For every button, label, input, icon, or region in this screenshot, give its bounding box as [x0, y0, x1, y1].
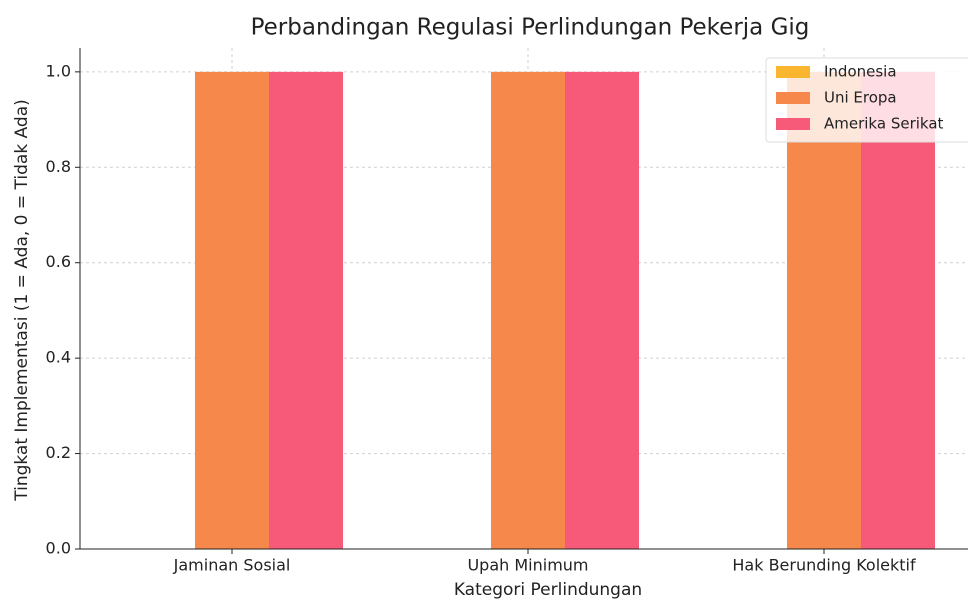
x-tick-label: Jaminan Sosial	[173, 556, 291, 575]
y-tick-label: 0.4	[46, 348, 71, 367]
y-tick-label: 0.8	[46, 157, 71, 176]
y-axis-label: Tingkat Implementasi (1 = Ada, 0 = Tidak…	[12, 99, 32, 502]
x-axis-label: Kategori Perlindungan	[454, 580, 642, 600]
legend-label: Amerika Serikat	[824, 115, 944, 133]
y-tick-label: 1.0	[46, 61, 71, 80]
bar	[787, 71, 861, 549]
legend-label: Indonesia	[824, 63, 897, 81]
legend-swatch	[776, 118, 810, 130]
y-tick-label: 0.6	[46, 252, 71, 271]
legend-box	[765, 57, 968, 143]
bar	[565, 71, 639, 549]
legend-swatch	[776, 92, 810, 104]
bar	[491, 71, 565, 549]
x-tick-label: Hak Berunding Kolektif	[732, 556, 916, 575]
x-tick-label: Upah Minimum	[467, 556, 588, 575]
y-tick-label: 0.2	[46, 443, 71, 462]
legend-label: Uni Eropa	[824, 89, 897, 107]
legend: Indonesia Uni Eropa Amerika Serikat	[765, 57, 968, 143]
legend-swatch	[776, 66, 810, 78]
y-tick-label: 0.0	[46, 539, 71, 558]
bar	[195, 71, 269, 549]
chart-title: Perbandingan Regulasi Perlindungan Peker…	[251, 15, 810, 41]
bar	[861, 71, 935, 549]
bar	[269, 71, 343, 549]
